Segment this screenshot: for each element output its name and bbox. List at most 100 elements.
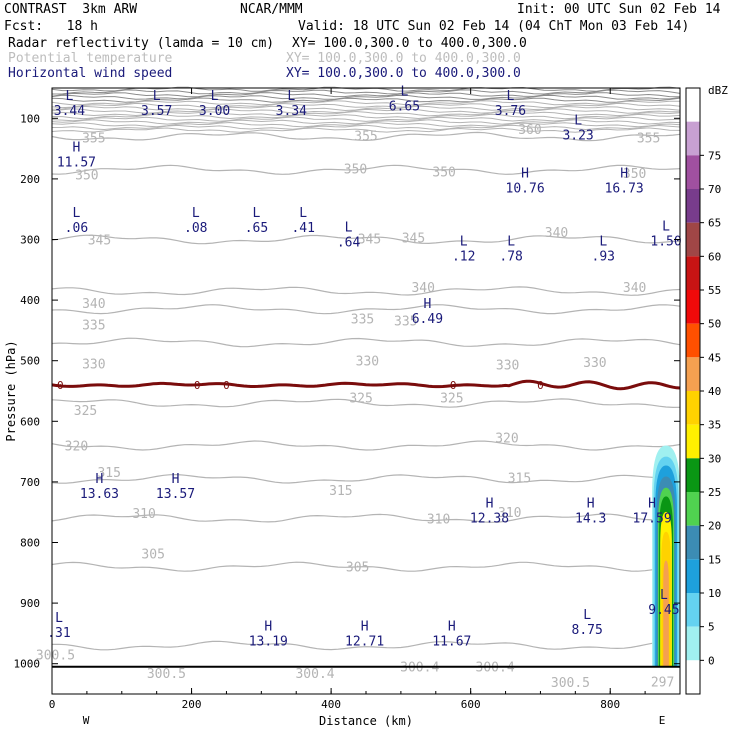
y-tick-label: 400 [20,294,40,307]
theta-label: 355 [354,129,377,144]
theta-label: 350 [623,167,646,182]
wind-extremum-value: 16.73 [605,182,644,197]
theta-strat-line [51,105,681,112]
theta-label: 325 [349,392,372,407]
theta-label: 360 [518,123,541,138]
theta-strat-line [51,94,681,100]
colorbar-label: 60 [708,250,721,263]
wind-extremum-type: H [361,619,369,634]
theta-label: 300.4 [295,667,334,682]
wind-extremum-type: H [648,496,656,511]
theta-label: 300.5 [36,649,75,664]
theta-label: 300.4 [400,661,439,676]
theta-strat-line [51,102,681,109]
wind-extremum-type: H [448,619,456,634]
theta-label: 335 [394,315,417,330]
theta-contour-340 [51,286,681,296]
colorbar-swatch [686,155,700,189]
theta-contour-355 [51,131,681,142]
wind-extremum-type: H [172,472,180,487]
colorbar-swatch [686,290,700,324]
colorbar-label: 10 [708,587,721,600]
wind-extremum-value: .12 [452,250,475,265]
theta-contour-310 [51,513,680,523]
x-tick-label: 0 [49,698,56,711]
wind-extremum-type: L [400,84,408,99]
theta-label: 315 [329,484,352,499]
wind-extremum-type: L [599,235,607,250]
wind-extremum-value: 13.19 [249,634,288,649]
wind-extremum-value: .93 [592,250,615,265]
wind-extremum-type: L [253,206,261,221]
wind-extremum-type: L [55,611,63,626]
y-axis-label: Pressure (hPa) [4,340,18,441]
wind-extremum-value: .06 [65,221,88,236]
y-tick-label: 600 [20,415,40,428]
theta-strat-line [51,100,681,106]
wind-extrema: L3.44L3.57L3.00L3.34L6.65L3.76L3.23H11.5… [47,84,681,649]
theta-contour-350 [51,164,681,175]
theta-contour-320 [51,440,681,451]
theta-label: 325 [440,392,463,407]
wind-extremum-value: 14.3 [575,511,606,526]
wind-extremum-value: 11.67 [432,634,471,649]
zero-contour: 0 0 0 0 0 [51,379,681,392]
field1-name: Radar reflectivity (lamda = 10 cm) [8,36,275,51]
theta-label: 297 [651,675,674,690]
theta-contour-325 [51,398,681,409]
colorbar-label: 45 [708,351,721,364]
theta-label: 310 [427,512,450,527]
wind-extremum-value: .78 [499,250,522,265]
theta-label: 340 [545,226,568,241]
y-tick-label: 200 [20,173,40,186]
wind-extremum-value: 12.38 [470,511,509,526]
theta-label: 315 [97,466,120,481]
colorbar-label: 0 [708,654,715,667]
wind-extremum-value: 17.59 [633,511,672,526]
colorbar-label: 30 [708,452,721,465]
theta-label: 340 [411,281,434,296]
theta-label: 325 [74,404,97,419]
colorbar-swatch [686,256,700,290]
y-tick-label: 500 [20,355,40,368]
zero-contour-label: 0 [223,379,230,392]
theta-contour-330 [51,337,681,348]
wind-extremum-value: 9.45 [648,603,679,618]
wind-extremum-value: 3.23 [562,128,593,143]
reflectivity-cell [652,445,680,667]
colorbar-swatch [686,660,700,694]
theta-contour-305 [51,561,681,572]
theta-strat-line [51,121,681,128]
zero-contour-label: 0 [537,379,544,392]
wind-extremum-value: 3.00 [199,104,230,119]
x-tick-label: 200 [182,698,202,711]
colorbar-label: 5 [708,621,715,634]
wind-extremum-type: L [660,588,668,603]
wind-extremum-value: .31 [47,626,70,641]
colorbar-swatch [686,88,700,122]
y-tick-label: 700 [20,476,40,489]
theta-label: 355 [82,132,105,147]
theta-contour-335 [51,304,681,315]
wind-extremum-value: .41 [291,221,314,236]
wind-extremum-type: H [486,496,494,511]
wind-extremum-type: L [66,89,74,104]
colorbar-label: 55 [708,284,721,297]
colorbar-label: 20 [708,520,721,533]
wind-extremum-value: .65 [245,221,268,236]
theta-label: 345 [358,232,381,247]
field2-xy: XY= 100.0,300.0 to 400.0,300.0 [286,51,521,66]
x-tick-label: 600 [461,698,481,711]
wind-extremum-value: 10.76 [506,182,545,197]
theta-strat-line [51,97,681,103]
valid-time: Valid: 18 UTC Sun 02 Feb 14 (04 ChT Mon … [298,19,690,34]
wind-extremum-type: L [153,89,161,104]
zero-contour-label: 0 [57,379,64,392]
wind-extremum-value: .08 [184,221,207,236]
zero-contour-label: 0 [450,379,457,392]
wind-extremum-type: H [587,496,595,511]
theta-contour-300.5 [51,640,681,651]
